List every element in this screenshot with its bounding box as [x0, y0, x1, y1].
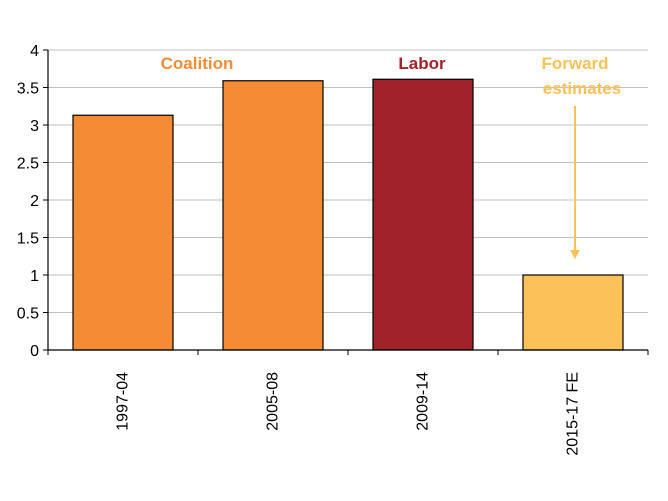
bar [522, 274, 624, 351]
x-tick-label: 1997-04 [115, 372, 132, 431]
annotation-labor: Labor [398, 54, 446, 73]
x-tick-label: 2015-17 FE [565, 372, 582, 456]
bar [372, 78, 474, 351]
bar [72, 114, 174, 351]
x-axis-tick-labels: 1997-04 2005-08 2009-14 2015-17 FE [115, 372, 582, 456]
x-axis [47, 50, 649, 355]
y-tick-label: 1.5 [17, 231, 39, 248]
y-tick-label: 3.5 [17, 81, 39, 98]
forward-estimates-arrow [570, 106, 580, 259]
annotation-coalition: Coalition [161, 54, 234, 73]
x-tick-label: 2005-08 [265, 372, 282, 431]
y-tick-label: 4 [30, 43, 39, 60]
x-tick-label: 2009-14 [415, 372, 432, 431]
y-tick-label: 0.5 [17, 306, 39, 323]
annotation-forward-line2: estimates [543, 79, 621, 98]
annotation-forward-line1: Forward [541, 54, 608, 73]
bar [222, 80, 324, 351]
bars [72, 78, 624, 351]
y-tick-label: 2.5 [17, 156, 39, 173]
y-tick-label: 2 [30, 193, 39, 210]
y-tick-label: 3 [30, 118, 39, 135]
y-tick-label: 1 [30, 268, 39, 285]
y-axis-ticks: 0 0.5 1 1.5 2 2.5 3 3.5 4 [17, 43, 48, 360]
y-tick-label: 0 [30, 343, 39, 360]
